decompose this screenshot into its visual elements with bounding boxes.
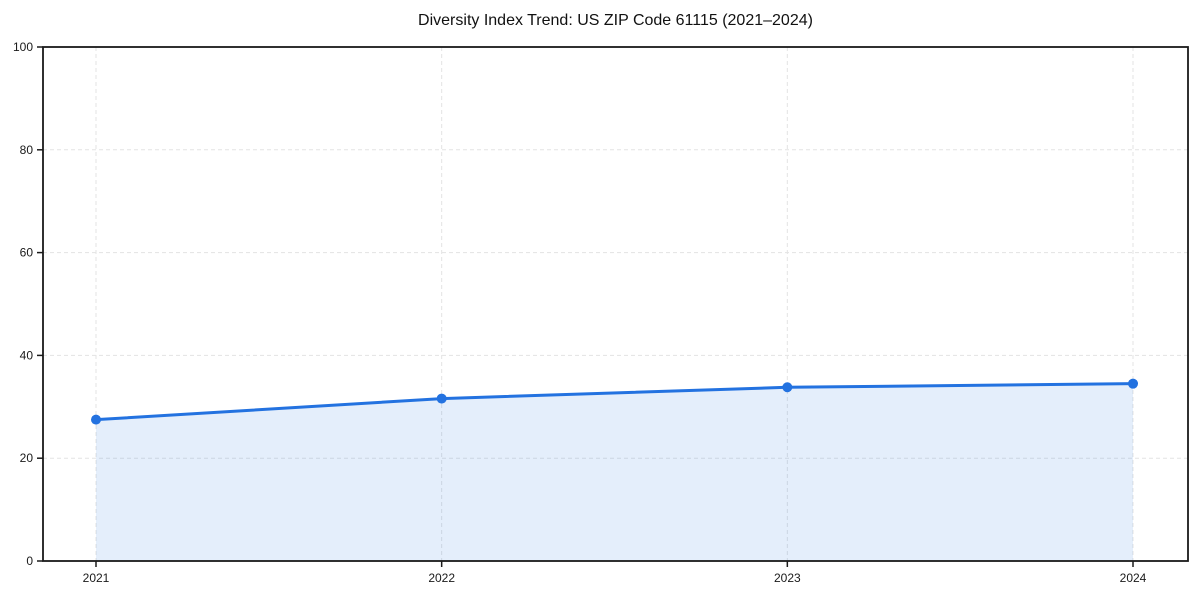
data-point-marker [436,393,447,404]
data-point-marker [1128,378,1138,389]
y-tick-label: 0 [26,554,33,568]
x-tick-label: 2021 [83,571,110,585]
y-tick-label: 20 [20,451,34,465]
y-tick-label: 80 [20,143,34,157]
chart-title: Diversity Index Trend: US ZIP Code 61115… [418,12,813,29]
data-point-marker [782,382,793,393]
y-tick-label: 60 [20,246,34,260]
area-fill [96,383,1133,561]
x-tick-label: 2022 [428,571,455,585]
plot-border [42,46,1189,562]
x-tick-label: 2023 [774,571,801,585]
data-point-marker [91,414,101,425]
x-tick-label: 2024 [1120,571,1147,585]
y-tick-label: 100 [13,40,33,54]
trend-line [94,382,1135,422]
y-tick-label: 40 [20,348,34,362]
